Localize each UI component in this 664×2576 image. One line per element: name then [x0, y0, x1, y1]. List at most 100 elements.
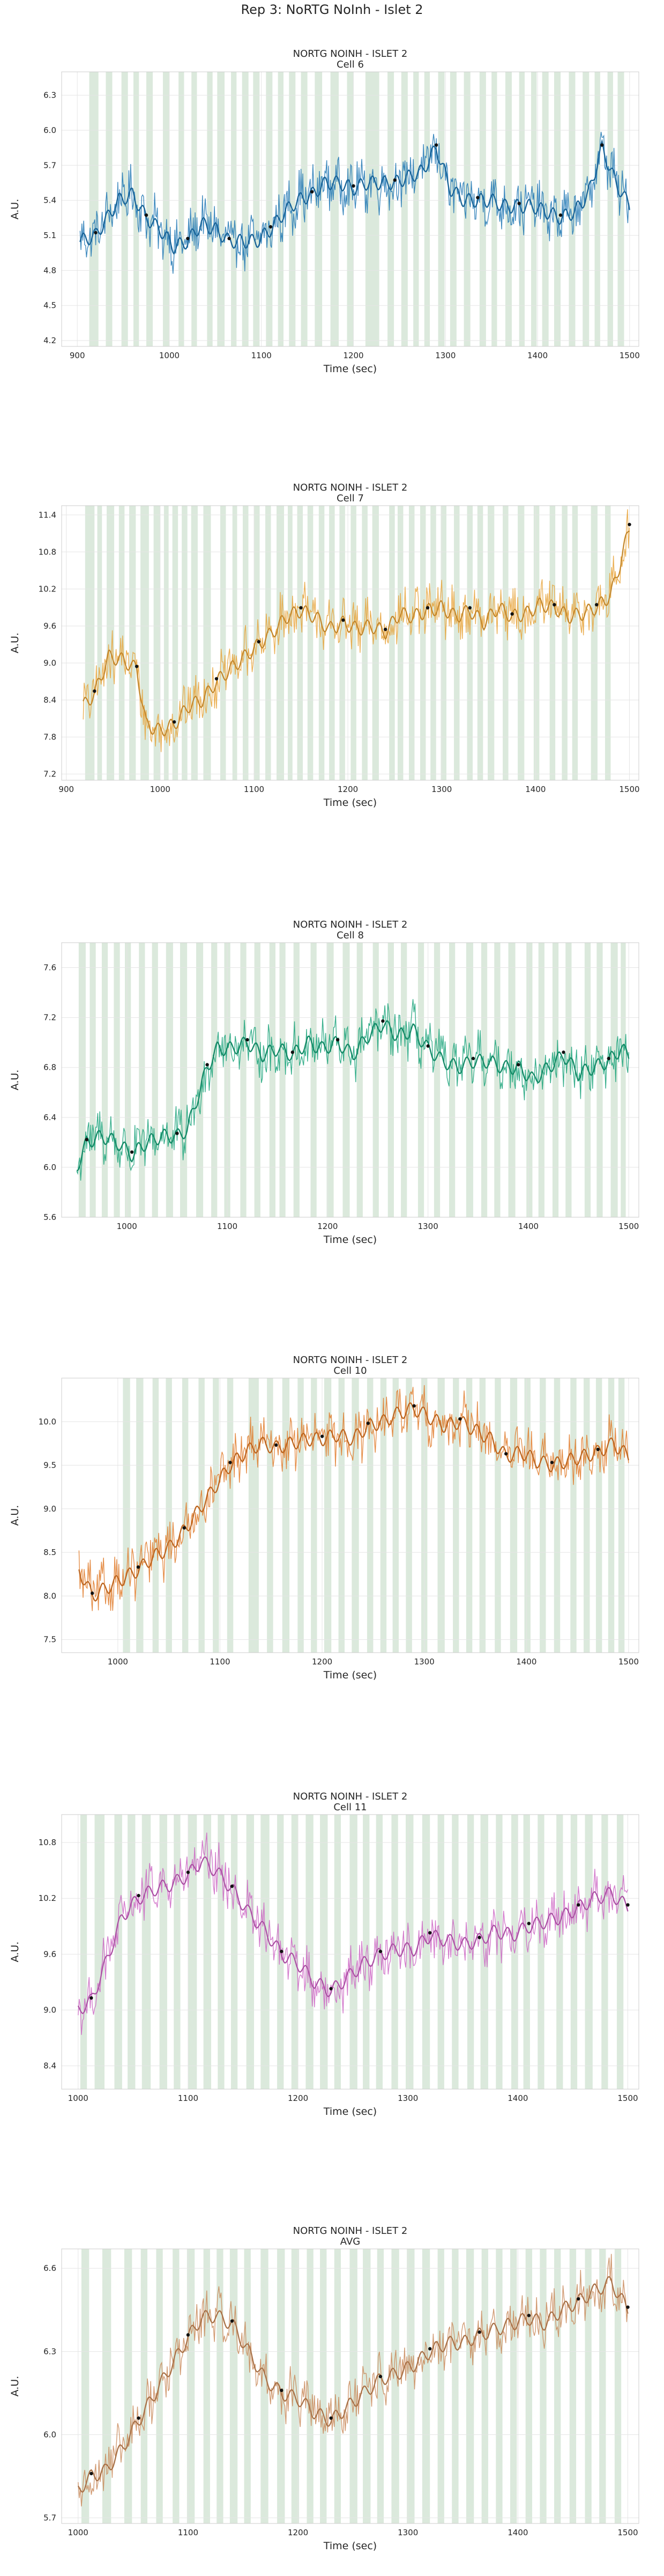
stim-band [146, 72, 153, 346]
stim-band [347, 72, 354, 346]
peak-marker [426, 606, 430, 610]
stim-band [349, 1815, 357, 2089]
x-axis-label: Time (sec) [323, 797, 377, 809]
stim-band [372, 943, 379, 1217]
stim-band [106, 72, 113, 346]
stim-band [166, 1378, 172, 1653]
y-tick-label: 6.3 [43, 2346, 56, 2356]
peak-marker [144, 213, 148, 217]
stim-band [526, 943, 533, 1217]
x-tick-label: 1500 [618, 1657, 639, 1667]
peak-marker [290, 1050, 294, 1054]
stim-band [123, 1378, 130, 1653]
stim-band [265, 506, 271, 780]
x-tick-label: 1300 [418, 1222, 438, 1231]
peak-marker [527, 1921, 531, 1926]
y-tick-label: 9.0 [43, 2005, 56, 2015]
y-tick-label: 7.2 [43, 769, 56, 779]
stim-band [162, 72, 169, 346]
stim-band [310, 943, 317, 1217]
stim-band [556, 1815, 563, 2089]
stim-band [538, 943, 544, 1217]
peak-marker [517, 1063, 520, 1067]
stim-band [207, 72, 213, 346]
stim-band [85, 506, 95, 780]
x-tick-label: 1400 [518, 1222, 539, 1231]
peak-marker [245, 1038, 249, 1042]
peak-marker [335, 1038, 340, 1042]
peak-marker [329, 2416, 333, 2420]
peak-marker [478, 2330, 481, 2334]
stim-band [407, 2249, 415, 2523]
stim-band [401, 72, 408, 346]
stim-band [191, 506, 198, 780]
stim-band [282, 1378, 290, 1653]
peak-marker [426, 1044, 430, 1048]
y-tick-label: 10.8 [39, 547, 56, 557]
series-raw-line [78, 1385, 629, 1611]
stim-band [449, 943, 456, 1217]
stim-band [572, 506, 578, 780]
stim-band [78, 943, 86, 1217]
series-raw-line [76, 999, 629, 1181]
x-tick-label: 1200 [288, 2528, 308, 2537]
stim-band [362, 506, 368, 780]
stim-band [554, 2249, 561, 2523]
stim-band [324, 1378, 332, 1653]
stim-band [277, 2249, 285, 2523]
stim-band [477, 506, 483, 780]
stim-band [599, 2249, 606, 2523]
peak-marker [458, 1417, 462, 1421]
peak-marker [228, 1461, 232, 1464]
stim-band [494, 943, 501, 1217]
stim-band [616, 1815, 624, 2089]
stim-band [549, 506, 556, 780]
stim-band [496, 1815, 503, 2089]
y-tick-label: 9.0 [43, 658, 56, 668]
stim-band [518, 506, 525, 780]
stim-band [387, 72, 394, 346]
x-axis-label: Time (sec) [323, 1669, 377, 1681]
y-tick-label: 10.2 [39, 1893, 56, 1903]
peak-marker [527, 2313, 531, 2318]
stim-band [140, 2249, 148, 2523]
peak-marker [576, 1903, 580, 1907]
stim-band [466, 2249, 474, 2523]
peak-marker [468, 606, 472, 610]
stim-band [441, 506, 446, 780]
stim-band [356, 943, 363, 1217]
peak-marker [85, 1138, 89, 1142]
peak-marker [378, 1950, 383, 1953]
y-tick-label: 5.6 [43, 1212, 56, 1222]
peak-marker [628, 522, 631, 527]
stim-band [585, 2249, 592, 2523]
peak-marker [227, 236, 231, 240]
stim-band [488, 506, 495, 780]
peak-marker [137, 1893, 140, 1898]
series-raw-line [79, 131, 630, 274]
x-tick-label: 1400 [508, 2528, 528, 2537]
stim-band [305, 1815, 314, 2089]
peak-marker [428, 1931, 432, 1935]
stim-band [140, 506, 149, 780]
stim-band [538, 1815, 544, 2089]
series-mean-overlay [78, 1856, 628, 2014]
stim-band [596, 943, 603, 1217]
stim-band [163, 506, 169, 780]
stim-band [196, 943, 204, 1217]
stim-band [242, 72, 249, 346]
stim-band [397, 506, 404, 780]
y-tick-label: 8.5 [43, 1548, 56, 1557]
stim-band [101, 943, 108, 1217]
y-tick-label: 8.4 [43, 695, 56, 705]
y-tick-label: 8.0 [43, 1591, 56, 1601]
peak-marker [280, 2388, 283, 2393]
stim-band [349, 2249, 357, 2523]
y-tick-label: 9.6 [43, 621, 56, 631]
peak-marker [550, 1461, 554, 1464]
stim-band [524, 1378, 531, 1653]
